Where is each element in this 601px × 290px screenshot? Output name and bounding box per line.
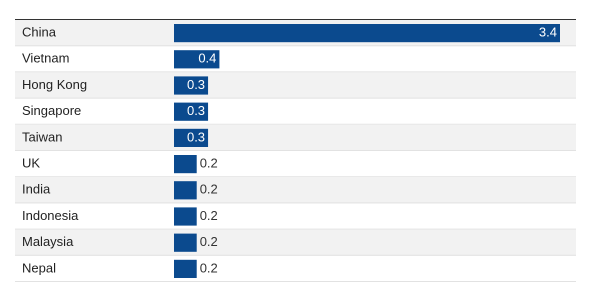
bar <box>174 50 220 69</box>
category-label: Singapore <box>22 103 81 118</box>
category-label: UK <box>22 156 40 171</box>
value-label: 0.2 <box>200 208 218 223</box>
bar <box>174 259 197 278</box>
bar <box>174 76 209 95</box>
value-label: 0.3 <box>187 103 205 118</box>
value-label: 0.2 <box>200 260 218 275</box>
bar <box>174 233 197 252</box>
category-label: Vietnam <box>22 51 69 66</box>
value-label: 0.2 <box>200 156 218 171</box>
bar <box>174 155 197 174</box>
row-background <box>15 124 576 151</box>
bar <box>174 24 560 43</box>
category-label: Taiwan <box>22 129 62 144</box>
bar <box>174 181 197 200</box>
category-label: Indonesia <box>22 208 79 223</box>
row-background <box>15 229 576 256</box>
row-background <box>15 72 576 99</box>
bar <box>174 207 197 226</box>
value-label: 0.3 <box>187 129 205 144</box>
value-label: 0.2 <box>200 182 218 197</box>
bar <box>174 102 209 121</box>
value-label: 3.4 <box>539 25 557 40</box>
category-label: Hong Kong <box>22 77 87 92</box>
value-label: 0.3 <box>187 77 205 92</box>
value-label: 0.2 <box>200 234 218 249</box>
category-label: India <box>22 182 51 197</box>
category-label: China <box>22 25 57 40</box>
value-label: 0.4 <box>198 51 216 66</box>
category-label: Malaysia <box>22 234 74 249</box>
bar <box>174 128 209 147</box>
category-label: Nepal <box>22 260 56 275</box>
row-background <box>15 177 576 204</box>
